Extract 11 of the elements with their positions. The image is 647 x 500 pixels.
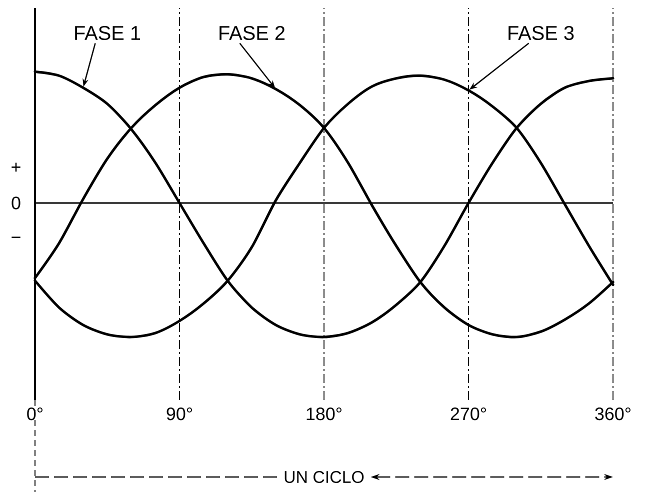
text: − xyxy=(12,236,20,238)
x-tick-label: 90° xyxy=(166,408,192,420)
series-label: FASE 2 xyxy=(220,26,285,40)
x-tick-label: 180° xyxy=(306,408,342,420)
series-label: FASE 1 xyxy=(75,26,140,40)
ref-line-label: 0 xyxy=(12,196,20,210)
text: + xyxy=(12,162,20,172)
text: UN CICLO xyxy=(284,471,364,483)
text: FASE 3 xyxy=(508,26,574,40)
x-tick-label: 360° xyxy=(595,408,630,420)
x-tick-label: 270° xyxy=(450,408,486,420)
